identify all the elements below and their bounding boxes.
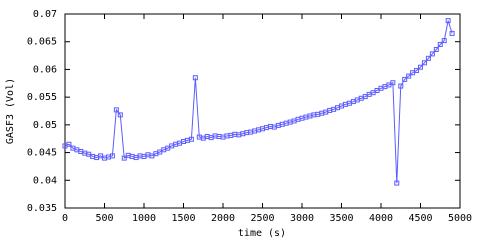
plot-frame	[64, 13, 461, 209]
y-tick-label: 0.055	[27, 92, 57, 103]
y-tick-label: 0.04	[33, 175, 57, 186]
data-point	[113, 107, 119, 113]
data-point	[414, 68, 420, 74]
y-tick-label: 0.065	[27, 37, 57, 48]
y-tick-label: 0.05	[33, 120, 57, 131]
data-point	[390, 80, 396, 86]
x-tick-label: 1500	[171, 213, 195, 224]
data-point	[394, 180, 400, 186]
x-tick-label: 3000	[290, 213, 314, 224]
x-axis-label: time (s)	[238, 228, 286, 239]
data-point	[192, 75, 198, 81]
data-point	[418, 64, 423, 70]
x-tick-label: 2000	[211, 213, 235, 224]
data-point	[429, 51, 435, 57]
data-point	[117, 112, 123, 118]
data-point	[406, 73, 412, 79]
data-point	[425, 55, 431, 61]
x-tick-label: 5000	[448, 213, 472, 224]
data-point	[121, 155, 127, 161]
y-axis-label: GASF3 (Vol)	[5, 78, 16, 144]
data-point	[398, 83, 404, 89]
x-tick-label: 3500	[329, 213, 353, 224]
data-point	[449, 30, 455, 36]
y-tick-label: 0.07	[33, 9, 57, 20]
data-line	[64, 20, 453, 184]
data-point	[66, 141, 72, 147]
data-point	[433, 46, 439, 52]
y-tick-label: 0.045	[27, 148, 57, 159]
y-tick-label: 0.06	[33, 64, 57, 75]
x-tick-label: 2500	[250, 213, 274, 224]
y-tick-label: 0.035	[27, 203, 57, 214]
x-tick-label: 4500	[408, 213, 432, 224]
data-point	[445, 18, 451, 24]
x-tick-label: 0	[62, 213, 68, 224]
data-point	[402, 76, 408, 82]
x-tick-label: 500	[95, 213, 113, 224]
data-point	[188, 136, 194, 142]
x-tick-label: 1000	[132, 213, 156, 224]
x-tick-label: 4000	[369, 213, 393, 224]
data-point	[441, 38, 447, 44]
data-point	[421, 60, 427, 66]
data-point	[437, 41, 443, 47]
data-point	[109, 153, 115, 159]
